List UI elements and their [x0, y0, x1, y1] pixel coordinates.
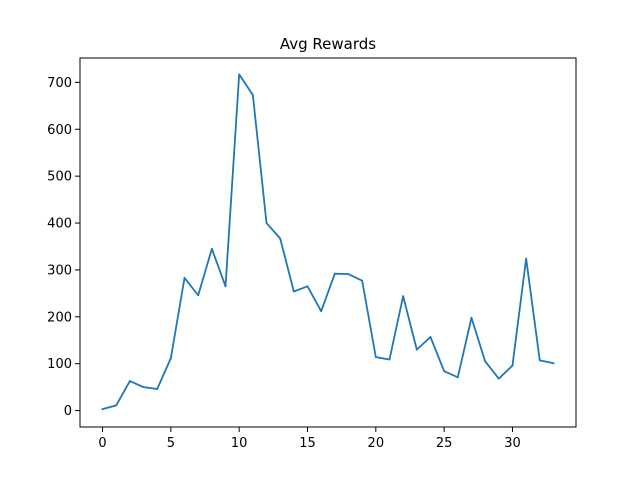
data-point: [156, 388, 159, 390]
data-point: [361, 279, 364, 282]
data-point: [265, 222, 268, 224]
data-point: [251, 94, 254, 96]
x-tick-label: 0: [98, 436, 106, 451]
data-point: [320, 310, 323, 313]
y-tick-label: 200: [47, 310, 72, 325]
data-point: [210, 247, 213, 250]
data-point: [347, 273, 350, 276]
data-point: [470, 316, 473, 319]
data-point: [292, 290, 295, 293]
y-tick-label: 400: [47, 217, 72, 232]
data-point: [197, 294, 200, 297]
data-point: [333, 272, 336, 275]
series-line: [101, 73, 555, 411]
data-point: [456, 376, 459, 379]
y-tick-label: 700: [47, 76, 72, 91]
data-point: [443, 370, 446, 373]
data-point: [415, 348, 418, 351]
data-point: [525, 257, 528, 260]
x-axis: 0 5 10 15 20 25 30: [98, 427, 521, 451]
y-axis: 0 100 200 300 400 500 600 700: [47, 76, 80, 419]
x-tick-label: 5: [167, 436, 175, 451]
y-tick-label: 600: [47, 123, 72, 138]
y-tick-label: 0: [64, 404, 72, 419]
data-point: [429, 336, 432, 338]
data-point: [101, 408, 104, 411]
x-tick-label: 30: [504, 436, 521, 451]
y-tick-label: 300: [47, 263, 72, 278]
data-point: [128, 380, 131, 382]
data-point: [183, 277, 186, 279]
data-point: [497, 377, 500, 380]
chart-title: Avg Rewards: [280, 35, 376, 53]
data-point: [306, 285, 309, 288]
x-tick-label: 15: [299, 436, 316, 451]
data-point: [142, 386, 145, 389]
plot-marks: [101, 73, 555, 411]
x-tick-label: 20: [368, 436, 385, 451]
data-point: [538, 359, 541, 362]
data-point: [374, 356, 377, 359]
data-point: [511, 364, 514, 367]
data-point: [484, 360, 487, 363]
data-point: [224, 285, 227, 288]
data-point: [169, 357, 172, 359]
data-point: [279, 237, 282, 240]
y-tick-label: 100: [47, 357, 72, 372]
data-point: [388, 358, 391, 361]
data-point: [552, 362, 555, 365]
data-point: [238, 73, 241, 76]
x-tick-label: 10: [231, 436, 248, 451]
data-point: [115, 404, 118, 407]
x-tick-label: 25: [436, 436, 453, 451]
plot-frame: [79, 57, 577, 428]
y-tick-label: 500: [47, 170, 72, 185]
data-point: [402, 295, 405, 298]
